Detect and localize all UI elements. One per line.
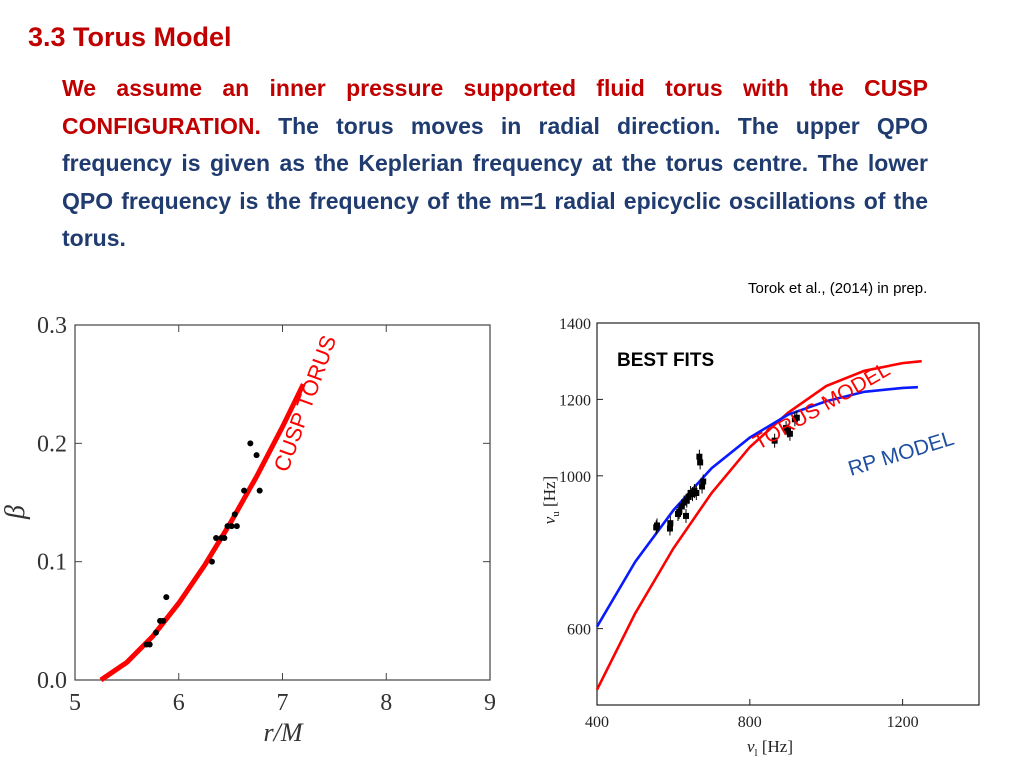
left-data-point bbox=[241, 487, 248, 494]
right-axis-ticks: 400 800 1200 600 1000 1200 1400 bbox=[559, 316, 919, 731]
left-x-tick-label: 5 bbox=[69, 690, 81, 716]
right-data-point bbox=[785, 427, 791, 434]
right-data-point bbox=[689, 491, 696, 498]
right-data-point bbox=[793, 414, 800, 421]
right-data-point bbox=[678, 503, 685, 510]
right-y-tick-label: 1200 bbox=[559, 392, 591, 409]
cusp-torus-curve bbox=[99, 383, 306, 683]
left-y-tick-label: 0.2 bbox=[37, 431, 67, 457]
right-y-tick-label: 1000 bbox=[559, 469, 591, 486]
right-data-point bbox=[693, 489, 700, 496]
right-data-point bbox=[683, 512, 690, 519]
left-data-point bbox=[253, 452, 260, 459]
body-paragraph: We assume an inner pressure supported fl… bbox=[62, 70, 928, 258]
left-data-point bbox=[160, 617, 167, 624]
torus-model-label: TORUS MODEL bbox=[749, 358, 894, 455]
citation: Torok et al., (2014) in prep. bbox=[748, 280, 928, 297]
right-x-tick-label: 800 bbox=[738, 714, 762, 731]
left-plot-frame bbox=[74, 324, 491, 681]
cusp-torus-annotation: CUSP TORUS bbox=[269, 332, 341, 475]
left-data-point bbox=[208, 558, 215, 565]
right-y-tick-label: 1400 bbox=[559, 316, 591, 333]
right-ylabel: νu [Hz] bbox=[540, 476, 562, 524]
right-x-tick-label: 1200 bbox=[887, 714, 919, 731]
left-data-point bbox=[213, 535, 220, 541]
right-data-point bbox=[771, 437, 778, 444]
left-x-tick-label: 7 bbox=[277, 690, 289, 716]
right-data-point bbox=[699, 483, 706, 490]
left-x-tick-label: 8 bbox=[380, 690, 392, 716]
left-x-tick-label: 6 bbox=[173, 690, 185, 716]
right-data-point bbox=[653, 522, 660, 529]
left-data-point bbox=[221, 535, 228, 541]
chart-beta-vs-radius: 5 6 7 8 9 0.0 0.1 0.2 0.3 r/M β CUSP TORUS bbox=[0, 313, 496, 747]
right-data-point bbox=[786, 430, 793, 437]
left-data-point bbox=[152, 629, 159, 636]
left-data-point bbox=[163, 594, 170, 601]
torus-model-curve bbox=[595, 359, 922, 691]
left-data-point bbox=[256, 487, 263, 494]
paragraph-assumption: We assume an inner pressure supported fl… bbox=[62, 75, 928, 139]
left-y-tick-label: 0.1 bbox=[37, 550, 67, 576]
paragraph-description: The torus moves in radial direction. The… bbox=[62, 112, 928, 252]
slide-title: 3.3 Torus Model bbox=[28, 22, 232, 52]
left-curve-group bbox=[99, 383, 306, 683]
left-ylabel: β bbox=[0, 505, 31, 520]
right-data-point bbox=[683, 497, 690, 504]
right-data-point bbox=[685, 493, 692, 500]
right-x-tick-label: 400 bbox=[585, 714, 609, 731]
right-data-point bbox=[697, 459, 704, 466]
left-x-tick-label: 9 bbox=[484, 690, 496, 716]
left-y-tick-label: 0.0 bbox=[37, 668, 67, 694]
rp-model-label: RP MODEL bbox=[845, 427, 956, 481]
right-data-point bbox=[667, 520, 674, 527]
chart-frequency-fits: 400 800 1200 600 1000 1200 1400 BEST FITS TORU… bbox=[540, 316, 980, 759]
left-data-point bbox=[233, 523, 240, 530]
left-data-points bbox=[143, 440, 263, 648]
right-data-point bbox=[700, 478, 707, 485]
right-curves-group bbox=[595, 359, 922, 691]
left-data-point bbox=[247, 440, 254, 447]
right-plot-frame bbox=[596, 322, 980, 706]
rp-model-curve bbox=[595, 385, 918, 628]
right-data-points bbox=[653, 410, 800, 536]
left-data-point bbox=[224, 523, 231, 530]
best-fits-title: BEST FITS bbox=[617, 350, 714, 371]
right-data-point bbox=[676, 509, 683, 516]
left-data-point bbox=[231, 511, 238, 518]
left-data-point bbox=[146, 641, 153, 648]
left-xlabel: r/M bbox=[264, 718, 304, 747]
left-data-point bbox=[228, 523, 235, 530]
left-y-tick-label: 0.3 bbox=[37, 313, 67, 339]
right-y-tick-label: 600 bbox=[567, 622, 591, 639]
right-data-point bbox=[696, 453, 703, 460]
right-xlabel: νl [Hz] bbox=[747, 737, 793, 759]
left-axis-ticks: 5 6 7 8 9 0.0 0.1 0.2 0.3 bbox=[37, 313, 496, 716]
